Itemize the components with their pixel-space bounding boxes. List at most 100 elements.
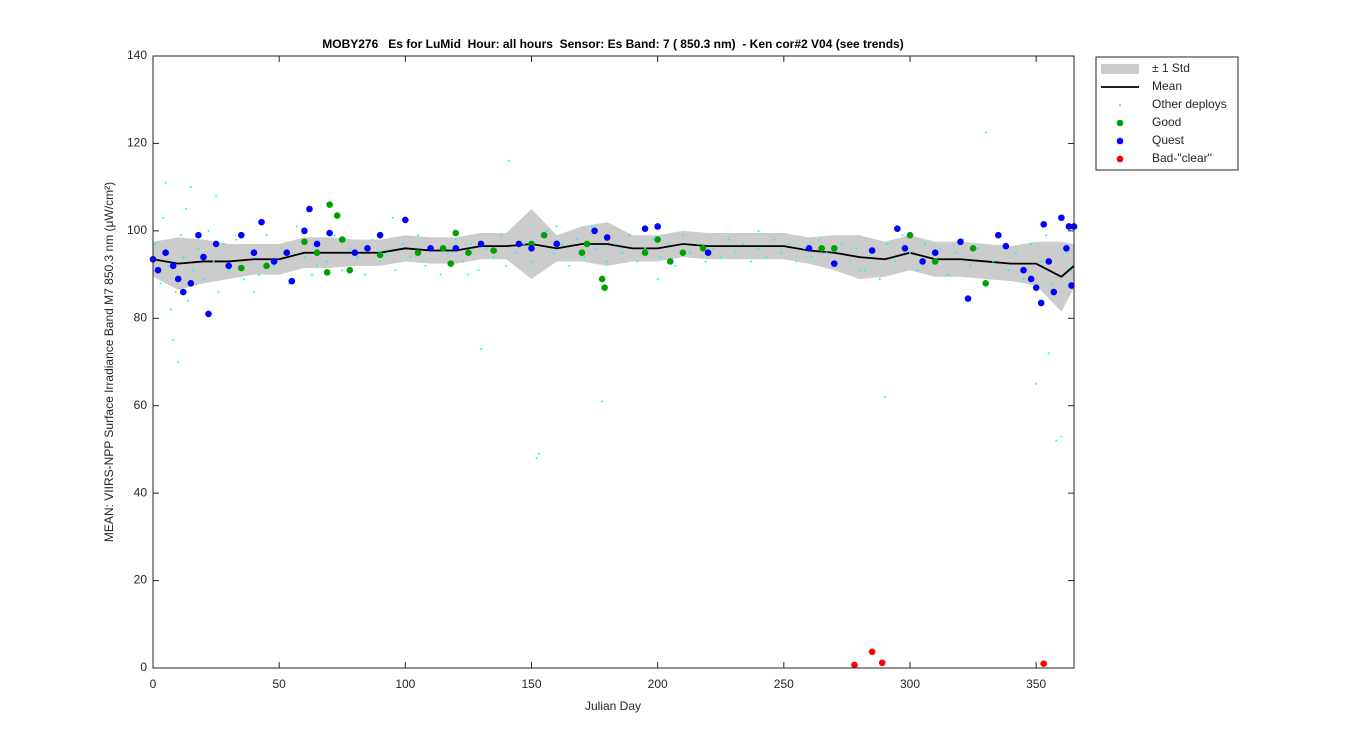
dot	[621, 251, 624, 254]
dot	[583, 256, 586, 259]
dot	[462, 260, 465, 263]
dot	[169, 308, 172, 311]
dot	[596, 247, 599, 250]
dot	[310, 273, 313, 276]
dot	[500, 234, 503, 237]
marker	[187, 280, 195, 287]
marker	[174, 275, 182, 283]
x-tick-label: 0	[150, 677, 157, 691]
dot	[939, 247, 942, 250]
dot	[886, 242, 889, 245]
y-tick-label: 40	[134, 485, 148, 499]
marker	[288, 277, 296, 285]
dot	[848, 260, 851, 263]
x-axis-label: Julian Day	[585, 699, 641, 713]
dot	[280, 247, 283, 250]
dot	[883, 395, 886, 398]
dot	[333, 234, 336, 237]
marker	[323, 269, 331, 276]
dot	[1065, 251, 1068, 254]
marker	[306, 205, 313, 213]
marker	[1002, 242, 1010, 250]
legend-swatch	[1101, 64, 1139, 74]
dot	[901, 234, 904, 237]
marker	[465, 249, 472, 257]
marker	[200, 253, 207, 261]
marker	[894, 225, 901, 232]
marker	[515, 240, 523, 248]
dot	[969, 264, 972, 267]
marker	[528, 245, 535, 252]
dot	[424, 264, 427, 267]
marker	[679, 249, 687, 257]
marker	[212, 240, 220, 248]
marker	[301, 227, 308, 235]
dot	[742, 242, 745, 245]
dot	[222, 242, 225, 245]
dot	[780, 251, 783, 254]
marker	[414, 249, 422, 257]
dot	[212, 260, 215, 263]
x-tick-label: 250	[774, 677, 794, 691]
marker	[805, 245, 813, 252]
legend-swatch	[1116, 119, 1124, 127]
dot	[409, 256, 412, 259]
marker	[225, 262, 232, 270]
y-tick-label: 100	[127, 223, 147, 237]
dot	[439, 273, 442, 276]
dot	[613, 242, 616, 245]
dot	[1014, 251, 1017, 254]
marker	[1027, 275, 1035, 283]
marker	[490, 247, 497, 254]
marker	[313, 249, 321, 257]
dot	[164, 181, 167, 184]
y-tick-label: 60	[134, 398, 148, 412]
dot	[840, 242, 843, 245]
dot	[644, 247, 647, 250]
dot	[507, 159, 510, 162]
dot	[179, 234, 182, 237]
marker	[654, 223, 661, 230]
dot	[235, 238, 238, 241]
dot	[555, 225, 558, 228]
marker	[868, 648, 876, 656]
y-tick-label: 80	[134, 310, 148, 324]
marker	[957, 238, 964, 246]
dot	[182, 256, 185, 259]
dot	[704, 260, 707, 263]
dot	[172, 339, 175, 342]
dot	[177, 361, 180, 363]
dot	[697, 242, 700, 245]
marker	[346, 266, 354, 274]
dot	[252, 291, 255, 294]
dot	[954, 251, 957, 254]
marker	[439, 245, 447, 252]
dot	[568, 264, 571, 267]
dot	[924, 242, 927, 245]
dot	[217, 291, 220, 294]
dot	[825, 251, 828, 254]
marker	[578, 249, 586, 257]
marker	[1050, 288, 1058, 296]
legend: ± 1 Std Mean Other deploys Good Quest Bad-"cl…	[1095, 56, 1239, 171]
marker	[851, 661, 858, 669]
dot	[575, 238, 578, 241]
x-tick-label: 200	[648, 677, 668, 691]
marker	[666, 258, 674, 265]
axes-box	[152, 55, 1075, 669]
marker	[154, 266, 162, 274]
dot	[908, 251, 911, 254]
dot	[553, 251, 556, 254]
marker	[427, 245, 434, 252]
dot	[1007, 269, 1010, 272]
dot	[946, 273, 949, 276]
dot	[295, 225, 298, 228]
dot	[858, 269, 861, 272]
marker	[591, 227, 598, 235]
dot	[1060, 435, 1063, 438]
dot	[207, 229, 210, 232]
dot	[162, 216, 165, 219]
marker	[270, 258, 278, 265]
dot	[257, 273, 260, 276]
